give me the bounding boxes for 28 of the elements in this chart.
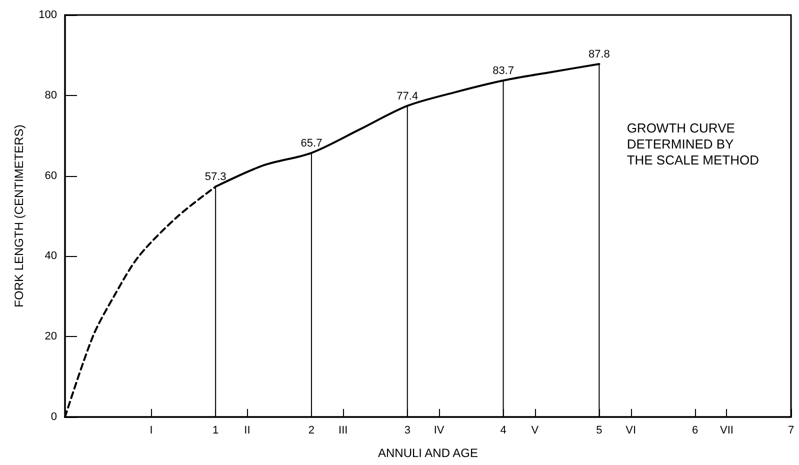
annotation: GROWTH CURVE DETERMINED BY THE SCALE METHOD	[626, 120, 760, 168]
x-tick-label: 2	[308, 424, 315, 436]
x-tick-label: II	[244, 424, 250, 436]
y-tick-label: 40	[44, 250, 57, 262]
x-tick-label: 3	[404, 424, 410, 436]
y-tick-label: 80	[44, 89, 57, 102]
data-label: 57.3	[204, 171, 226, 184]
x-tick-label: 7	[788, 424, 794, 436]
x-tick-label: III	[338, 424, 348, 436]
x-tick-label: 5	[596, 424, 602, 436]
x-tick-label: I	[150, 424, 153, 436]
x-tick-label: VI	[626, 424, 636, 436]
data-label: 77.4	[396, 90, 418, 102]
y-axis-title: FORK LENGTH (CENTIMETERS)	[12, 124, 26, 308]
y-tick-label: 20	[44, 330, 57, 343]
x-tick-label: 4	[500, 424, 506, 436]
x-tick-label: VII	[720, 424, 734, 436]
x-tick-label: IV	[434, 424, 445, 436]
data-label: 83.7	[492, 65, 514, 78]
x-tick-label: V	[531, 424, 540, 436]
y-tick-label: 0	[50, 411, 57, 423]
x-tick-label: 1	[212, 424, 219, 436]
data-label: 87.8	[588, 48, 610, 61]
y-tick-label: 100	[38, 9, 57, 21]
data-label: 65.7	[300, 137, 322, 150]
x-tick-label: 6	[692, 424, 698, 436]
y-tick-label: 60	[44, 170, 57, 182]
x-axis-title: ANNULI AND AGE	[378, 446, 478, 460]
